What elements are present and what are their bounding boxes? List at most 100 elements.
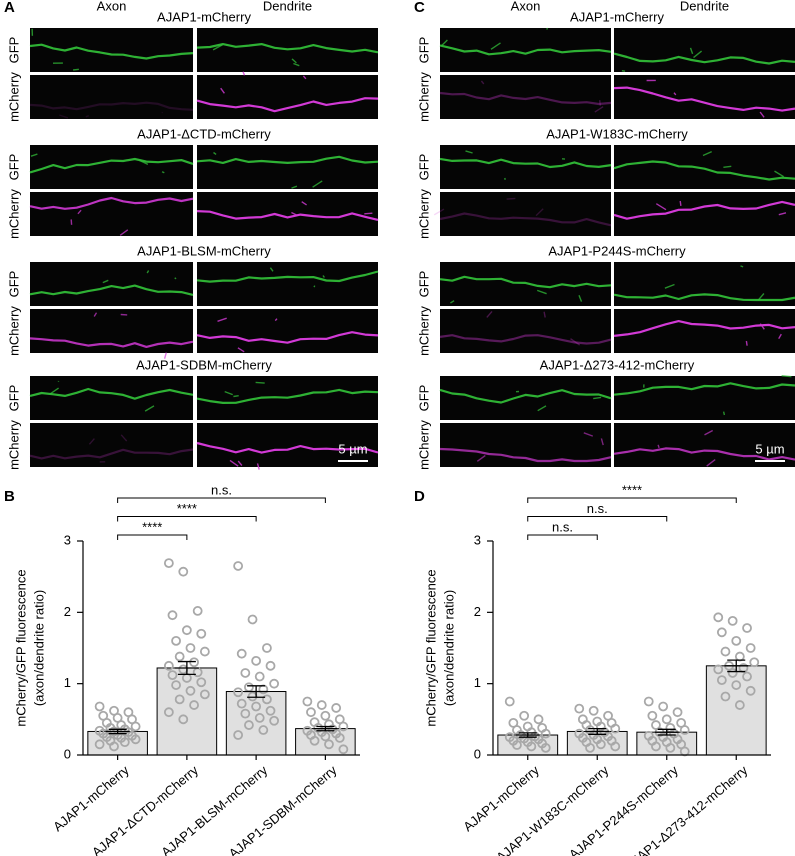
data-point <box>595 739 606 750</box>
neurite-branch <box>722 411 726 416</box>
row-label: mCherry <box>416 72 431 122</box>
significance-label: n.s. <box>211 482 232 497</box>
neurite <box>613 293 795 302</box>
data-point <box>533 714 544 725</box>
data-point <box>119 737 130 748</box>
micrograph <box>197 262 378 306</box>
scale-bar-label: 5 µm <box>338 441 367 456</box>
neurite-branch <box>291 58 297 64</box>
data-point <box>178 714 189 725</box>
significance-bracket <box>117 516 257 522</box>
micrograph <box>440 376 611 420</box>
data-point <box>588 705 599 716</box>
neurite-branch <box>224 390 233 396</box>
data-point <box>338 721 349 732</box>
micrograph <box>440 309 611 353</box>
neurite <box>613 447 795 461</box>
neurite-branch <box>433 208 445 216</box>
neurite-branch <box>322 275 325 278</box>
data-point <box>306 707 316 718</box>
data-point <box>731 635 742 646</box>
data-point <box>189 657 199 668</box>
row-label: GFP <box>416 385 431 412</box>
neurite <box>29 101 194 111</box>
neurite <box>439 388 612 404</box>
data-point <box>265 660 276 671</box>
neurite <box>29 448 194 460</box>
neurite <box>613 382 795 396</box>
data-point <box>716 627 727 638</box>
significance-label: **** <box>142 519 162 534</box>
y-tick-label: 3 <box>474 532 481 547</box>
data-point <box>258 725 269 735</box>
neurite-branch <box>144 405 155 412</box>
neurite-branch <box>139 159 149 166</box>
micrograph <box>614 75 795 119</box>
neurite-branch <box>757 293 765 301</box>
neurite-branch <box>59 114 69 119</box>
neurite-branch <box>781 375 792 378</box>
neurite-branch <box>301 201 307 206</box>
micrograph <box>30 376 193 420</box>
significance-bracket <box>527 516 668 522</box>
column-header: Axon <box>97 0 127 13</box>
neurite-branch <box>364 212 373 215</box>
neurite-branch <box>293 62 300 67</box>
data-point <box>745 643 756 653</box>
neurite-branch <box>242 71 246 76</box>
data-point <box>742 671 752 682</box>
error-bar <box>585 727 610 735</box>
neurite-branch <box>593 396 602 400</box>
neurite-branch <box>583 432 594 437</box>
y-tick-label: 3 <box>64 532 71 547</box>
data-point <box>338 744 349 755</box>
data-point <box>331 703 342 713</box>
neurite-branch <box>49 387 59 395</box>
neurite <box>29 157 194 174</box>
neurite-branch <box>486 310 493 318</box>
x-tick-label: AJAP1-Δ273-412-mCherry <box>622 762 750 856</box>
row-label: GFP <box>6 37 21 64</box>
data-point <box>324 739 334 750</box>
significance-label: **** <box>177 501 197 516</box>
data-point <box>233 561 244 571</box>
neurite <box>196 210 379 221</box>
neurite-branch <box>229 459 239 467</box>
construct-title: AJAP1-P244S-mCherry <box>548 243 686 258</box>
neurite-branch <box>450 300 455 304</box>
neurite <box>439 334 612 345</box>
significance-bracket <box>527 497 737 503</box>
neurite-branch <box>237 347 245 353</box>
data-point <box>251 701 262 712</box>
neurite-branch <box>506 197 516 200</box>
data-point <box>610 723 621 734</box>
micrograph <box>614 192 795 236</box>
data-point <box>651 741 661 752</box>
data-point <box>672 707 683 718</box>
neurite-branch <box>594 106 604 113</box>
neurite <box>196 441 379 454</box>
data-point <box>647 710 658 721</box>
neurite-branch <box>85 115 90 118</box>
micrograph <box>30 75 193 119</box>
neurite-branch <box>312 180 323 188</box>
neurite <box>439 44 612 56</box>
neurite-branch <box>759 111 765 118</box>
data-point <box>196 677 207 688</box>
data-point <box>540 742 551 753</box>
neurite <box>439 91 612 106</box>
data-point <box>236 648 247 659</box>
row-label: GFP <box>6 385 21 412</box>
error-bar <box>654 728 679 736</box>
neurite-branch <box>723 165 732 168</box>
column-header: Dendrite <box>680 0 729 13</box>
neurite-branch <box>256 463 260 470</box>
row-label: mCherry <box>6 72 21 122</box>
neurite-branch <box>161 171 165 174</box>
row-label: mCherry <box>416 420 431 470</box>
y-axis-label: (axon/dendrite ratio) <box>31 590 46 706</box>
significance-bracket <box>117 497 326 503</box>
column-header: Dendrite <box>263 0 312 13</box>
significance-bracket <box>527 534 598 540</box>
neurite-branch <box>233 395 239 398</box>
